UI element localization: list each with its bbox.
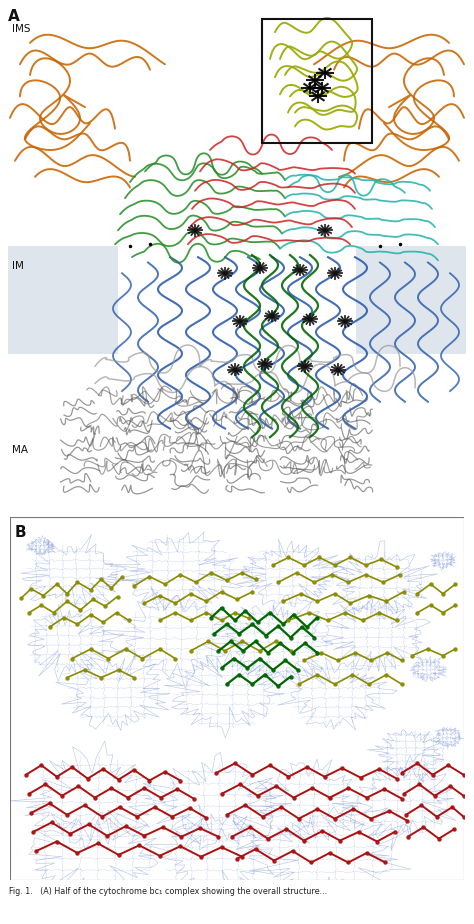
Text: A: A — [8, 8, 20, 24]
Text: B: B — [15, 525, 26, 540]
Bar — [356, 247, 466, 354]
Text: MA: MA — [12, 445, 28, 455]
Text: IM: IM — [12, 261, 24, 271]
Bar — [8, 247, 118, 354]
Bar — [262, 19, 372, 142]
Text: Fig. 1.   (A) Half of the cytochrome bc₁ complex showing the overall structure..: Fig. 1. (A) Half of the cytochrome bc₁ c… — [9, 887, 328, 896]
Text: IMS: IMS — [12, 24, 30, 33]
